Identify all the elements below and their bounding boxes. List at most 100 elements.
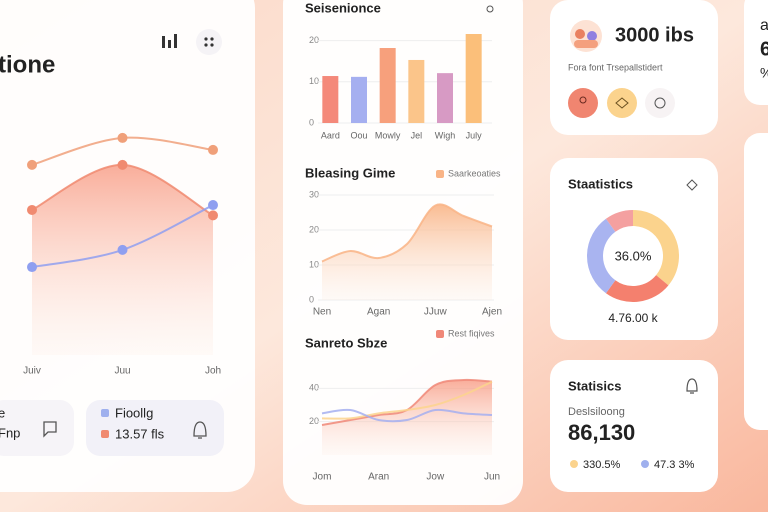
x-tick-label: Agan xyxy=(367,307,390,318)
legend-swatch xyxy=(101,409,109,417)
x-tick-label: Jel xyxy=(411,130,423,140)
bell-icon[interactable] xyxy=(193,421,207,439)
bar xyxy=(408,59,425,123)
card-title: Statisics xyxy=(568,378,621,393)
y-tick-label: 30 xyxy=(309,189,319,199)
marker xyxy=(27,159,37,170)
donut-segment xyxy=(605,210,634,232)
legend-text: 47.3 3% xyxy=(654,459,695,471)
legend-text: Fioollg xyxy=(115,405,153,420)
stats-value: 86,130 xyxy=(568,420,635,445)
card-title: tione xyxy=(0,51,55,78)
x-tick-label: Jow xyxy=(426,472,445,483)
legend-swatch xyxy=(436,330,444,338)
x-tick-label: Aard xyxy=(321,130,340,140)
legend-text: Rest fiqives xyxy=(448,328,495,338)
legend-dot xyxy=(641,460,649,468)
donut-center: 36.0% xyxy=(615,248,652,263)
chart-title: Seisenionce xyxy=(305,0,381,15)
line xyxy=(321,380,493,420)
mini-text: Fnp xyxy=(0,425,20,440)
card xyxy=(744,133,768,430)
menu-icon[interactable] xyxy=(196,29,222,55)
y-tick-label: 20 xyxy=(309,35,319,45)
line xyxy=(321,203,493,263)
card xyxy=(550,360,718,492)
x-tick-label: Juiv xyxy=(23,366,41,377)
x-tick-label: Joh xyxy=(205,366,221,377)
legend-swatch xyxy=(101,430,109,438)
edge-text: 6 xyxy=(760,38,768,60)
legend-text: 330.5% xyxy=(583,459,621,471)
y-tick-label: 20 xyxy=(309,224,319,234)
x-tick-label: Nen xyxy=(313,307,331,318)
legend-swatch xyxy=(436,170,444,178)
legend-dot xyxy=(570,460,578,468)
donut-segment xyxy=(632,210,679,286)
chat-icon[interactable] xyxy=(43,421,57,438)
x-tick-label: Aran xyxy=(368,472,389,483)
bar xyxy=(437,73,453,123)
x-tick-label: Ajen xyxy=(482,307,502,318)
action-button[interactable] xyxy=(645,88,675,118)
x-tick-label: Jom xyxy=(313,472,332,483)
legend-card xyxy=(86,400,224,456)
icon xyxy=(654,97,666,109)
y-tick-label: 0 xyxy=(309,117,314,127)
marker xyxy=(117,159,128,170)
x-tick-label: Juu xyxy=(114,366,130,377)
donut-total: 4.76.00 k xyxy=(608,311,658,325)
card xyxy=(744,0,768,105)
avatar xyxy=(570,20,602,52)
marker xyxy=(27,204,37,215)
donut-segment xyxy=(605,274,669,302)
icon xyxy=(615,97,629,109)
line xyxy=(321,408,493,423)
y-tick-label: 0 xyxy=(309,294,314,304)
bar xyxy=(379,48,396,123)
marker xyxy=(208,144,218,155)
y-tick-label: 40 xyxy=(309,383,319,393)
y-tick-label: 20 xyxy=(309,416,319,426)
profile-value: 3000 ibs xyxy=(615,24,694,46)
x-tick-label: Mowly xyxy=(375,130,401,140)
marker xyxy=(208,200,218,211)
bell-icon[interactable] xyxy=(686,378,698,394)
y-tick-label: 10 xyxy=(309,76,319,86)
y-tick-label: 10 xyxy=(309,259,319,269)
chart-title: Sanreto Sbze xyxy=(305,335,387,350)
stats-label: Deslsiloong xyxy=(568,406,625,418)
edge-text: a xyxy=(760,17,768,34)
marker xyxy=(117,244,128,255)
edge-text: % xyxy=(760,65,768,81)
action-button[interactable] xyxy=(607,88,637,118)
x-tick-label: July xyxy=(466,130,483,140)
x-tick-label: Oou xyxy=(350,130,367,140)
expand-icon[interactable] xyxy=(686,179,698,191)
donut-segment xyxy=(587,218,616,294)
x-tick-label: Wigh xyxy=(435,130,456,140)
profile-subtitle: Fora font Trsepallstidert xyxy=(568,62,663,72)
bar xyxy=(465,34,482,124)
icon xyxy=(579,96,587,104)
mini-card xyxy=(0,400,74,456)
area xyxy=(32,164,213,355)
legend-text: Saarkeoaties xyxy=(448,168,501,178)
area xyxy=(322,204,492,300)
x-tick-label: JJuw xyxy=(424,307,448,318)
legend-text: 13.57 fls xyxy=(115,426,165,441)
mini-text: e xyxy=(0,405,5,420)
card xyxy=(550,158,718,340)
chart-title: Bleasing Gime xyxy=(305,165,395,180)
bar-icon[interactable] xyxy=(162,34,177,48)
area xyxy=(322,379,492,455)
bar xyxy=(351,76,367,123)
marker xyxy=(117,132,128,143)
menu-icon[interactable] xyxy=(486,5,494,13)
bar xyxy=(322,76,339,123)
x-tick-label: Jun xyxy=(484,472,500,483)
marker xyxy=(27,262,37,273)
marker xyxy=(208,210,218,221)
